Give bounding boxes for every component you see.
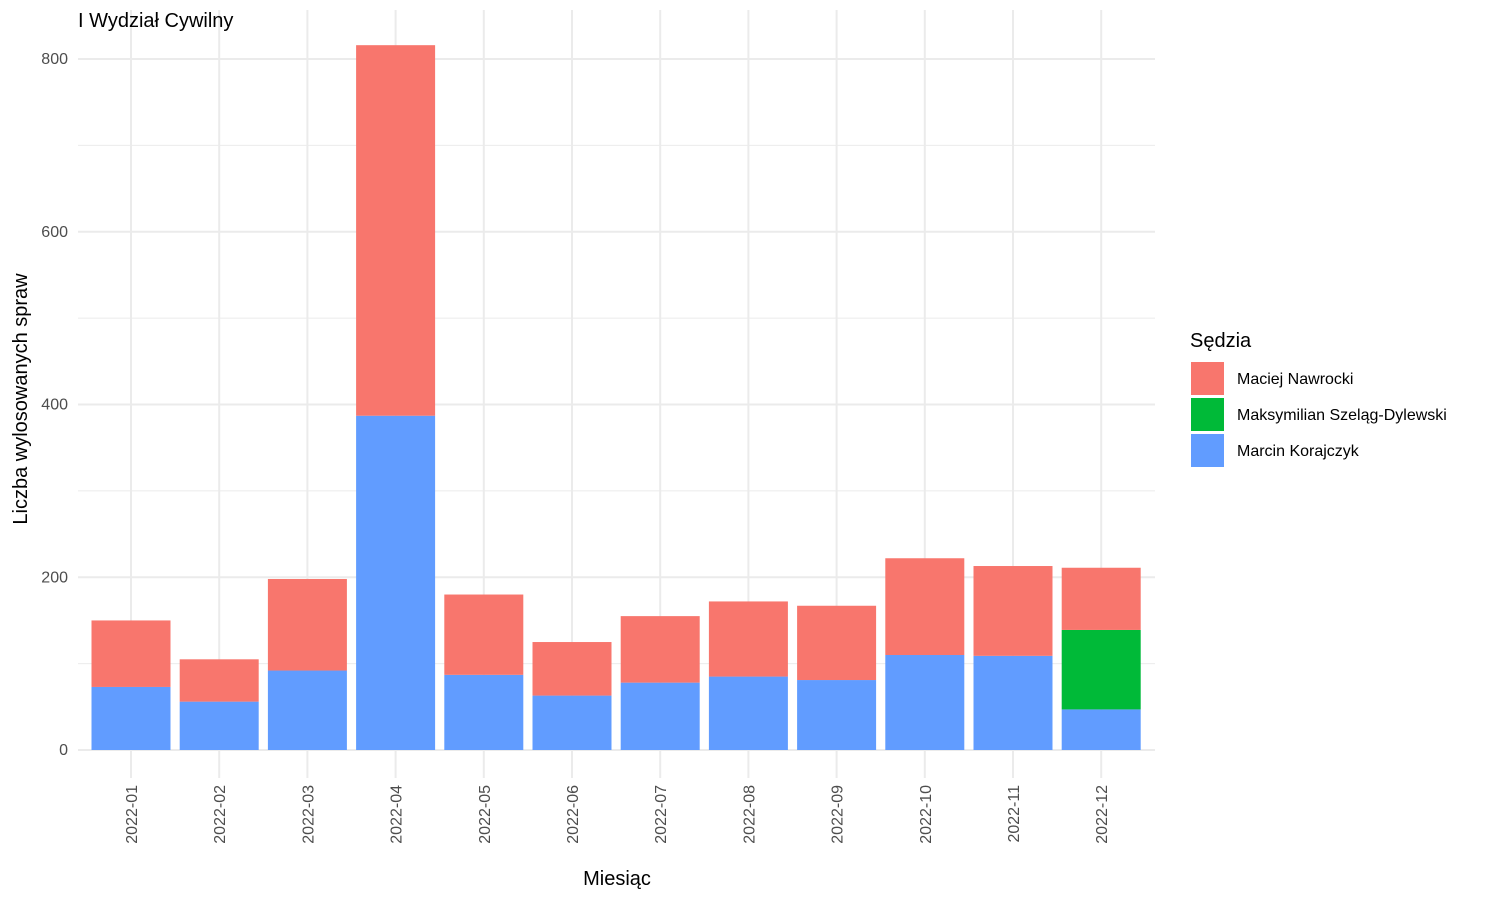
chart-title: I Wydział Cywilny: [78, 10, 233, 32]
bar-segment: [444, 674, 524, 750]
y-tick-label: 0: [59, 742, 68, 759]
bar-segment: [708, 676, 788, 750]
x-tick-label: 2022-09: [830, 785, 847, 844]
legend-key: [1191, 398, 1224, 431]
x-tick-label: 2022-08: [741, 785, 758, 844]
bars-group: [91, 45, 1141, 750]
bar-segment: [356, 45, 436, 416]
x-axis-title: Miesiąc: [583, 868, 651, 890]
bar-segment: [179, 659, 259, 702]
bar-segment: [797, 680, 877, 750]
x-tick-label: 2022-12: [1094, 785, 1111, 844]
bar-segment: [885, 654, 965, 750]
bar-segment: [1061, 709, 1141, 750]
bar-segment: [179, 701, 259, 750]
bar-segment: [91, 620, 171, 687]
x-tick-label: 2022-02: [212, 785, 229, 844]
bar-segment: [91, 686, 171, 750]
y-tick-label: 200: [41, 569, 68, 586]
bar-segment: [973, 655, 1053, 750]
x-tick-label: 2022-11: [1006, 785, 1023, 843]
x-tick-label: 2022-10: [918, 785, 935, 844]
bar-segment: [620, 616, 700, 683]
bar-segment: [708, 601, 788, 677]
legend-key: [1191, 434, 1224, 467]
x-tick-label: 2022-05: [477, 785, 494, 844]
x-tick-label: 2022-04: [389, 785, 406, 844]
x-tick-label: 2022-07: [653, 785, 670, 844]
legend-label: Marcin Korajczyk: [1237, 443, 1360, 460]
y-axis-title: Liczba wylosowanych spraw: [10, 273, 32, 525]
y-axis-ticks: 0 200 400 600 800: [41, 51, 68, 759]
legend-items: Maciej Nawrocki Maksymilian Szeląg-Dylews…: [1191, 362, 1447, 467]
bar-segment: [1061, 567, 1141, 630]
x-tick-label: 2022-06: [565, 785, 582, 844]
bar-segment: [532, 642, 612, 696]
y-tick-label: 400: [41, 397, 68, 414]
legend-label: Maksymilian Szeląg-Dylewski: [1237, 407, 1447, 424]
bar-segment: [267, 578, 347, 671]
bar-segment: [973, 566, 1053, 656]
bar-segment: [532, 695, 612, 750]
legend-key: [1191, 362, 1224, 395]
legend-label: Maciej Nawrocki: [1237, 371, 1353, 388]
bar-segment: [885, 558, 965, 655]
bar-segment: [267, 670, 347, 750]
x-tick-label: 2022-03: [300, 785, 317, 844]
x-axis-ticks: 2022-01 2022-02 2022-03 2022-04 2022-05 2022-…: [124, 785, 1111, 844]
bar-segment: [444, 594, 524, 675]
bar-segment: [1061, 629, 1141, 710]
legend: Sędzia Maciej Nawrocki Maksymilian Szeląg…: [1190, 330, 1447, 467]
bar-segment: [797, 605, 877, 681]
y-tick-label: 800: [41, 51, 68, 68]
y-tick-label: 600: [41, 224, 68, 241]
x-tick-label: 2022-01: [124, 785, 141, 844]
bar-segment: [620, 682, 700, 750]
legend-title: Sędzia: [1190, 330, 1252, 352]
bar-segment: [356, 415, 436, 750]
